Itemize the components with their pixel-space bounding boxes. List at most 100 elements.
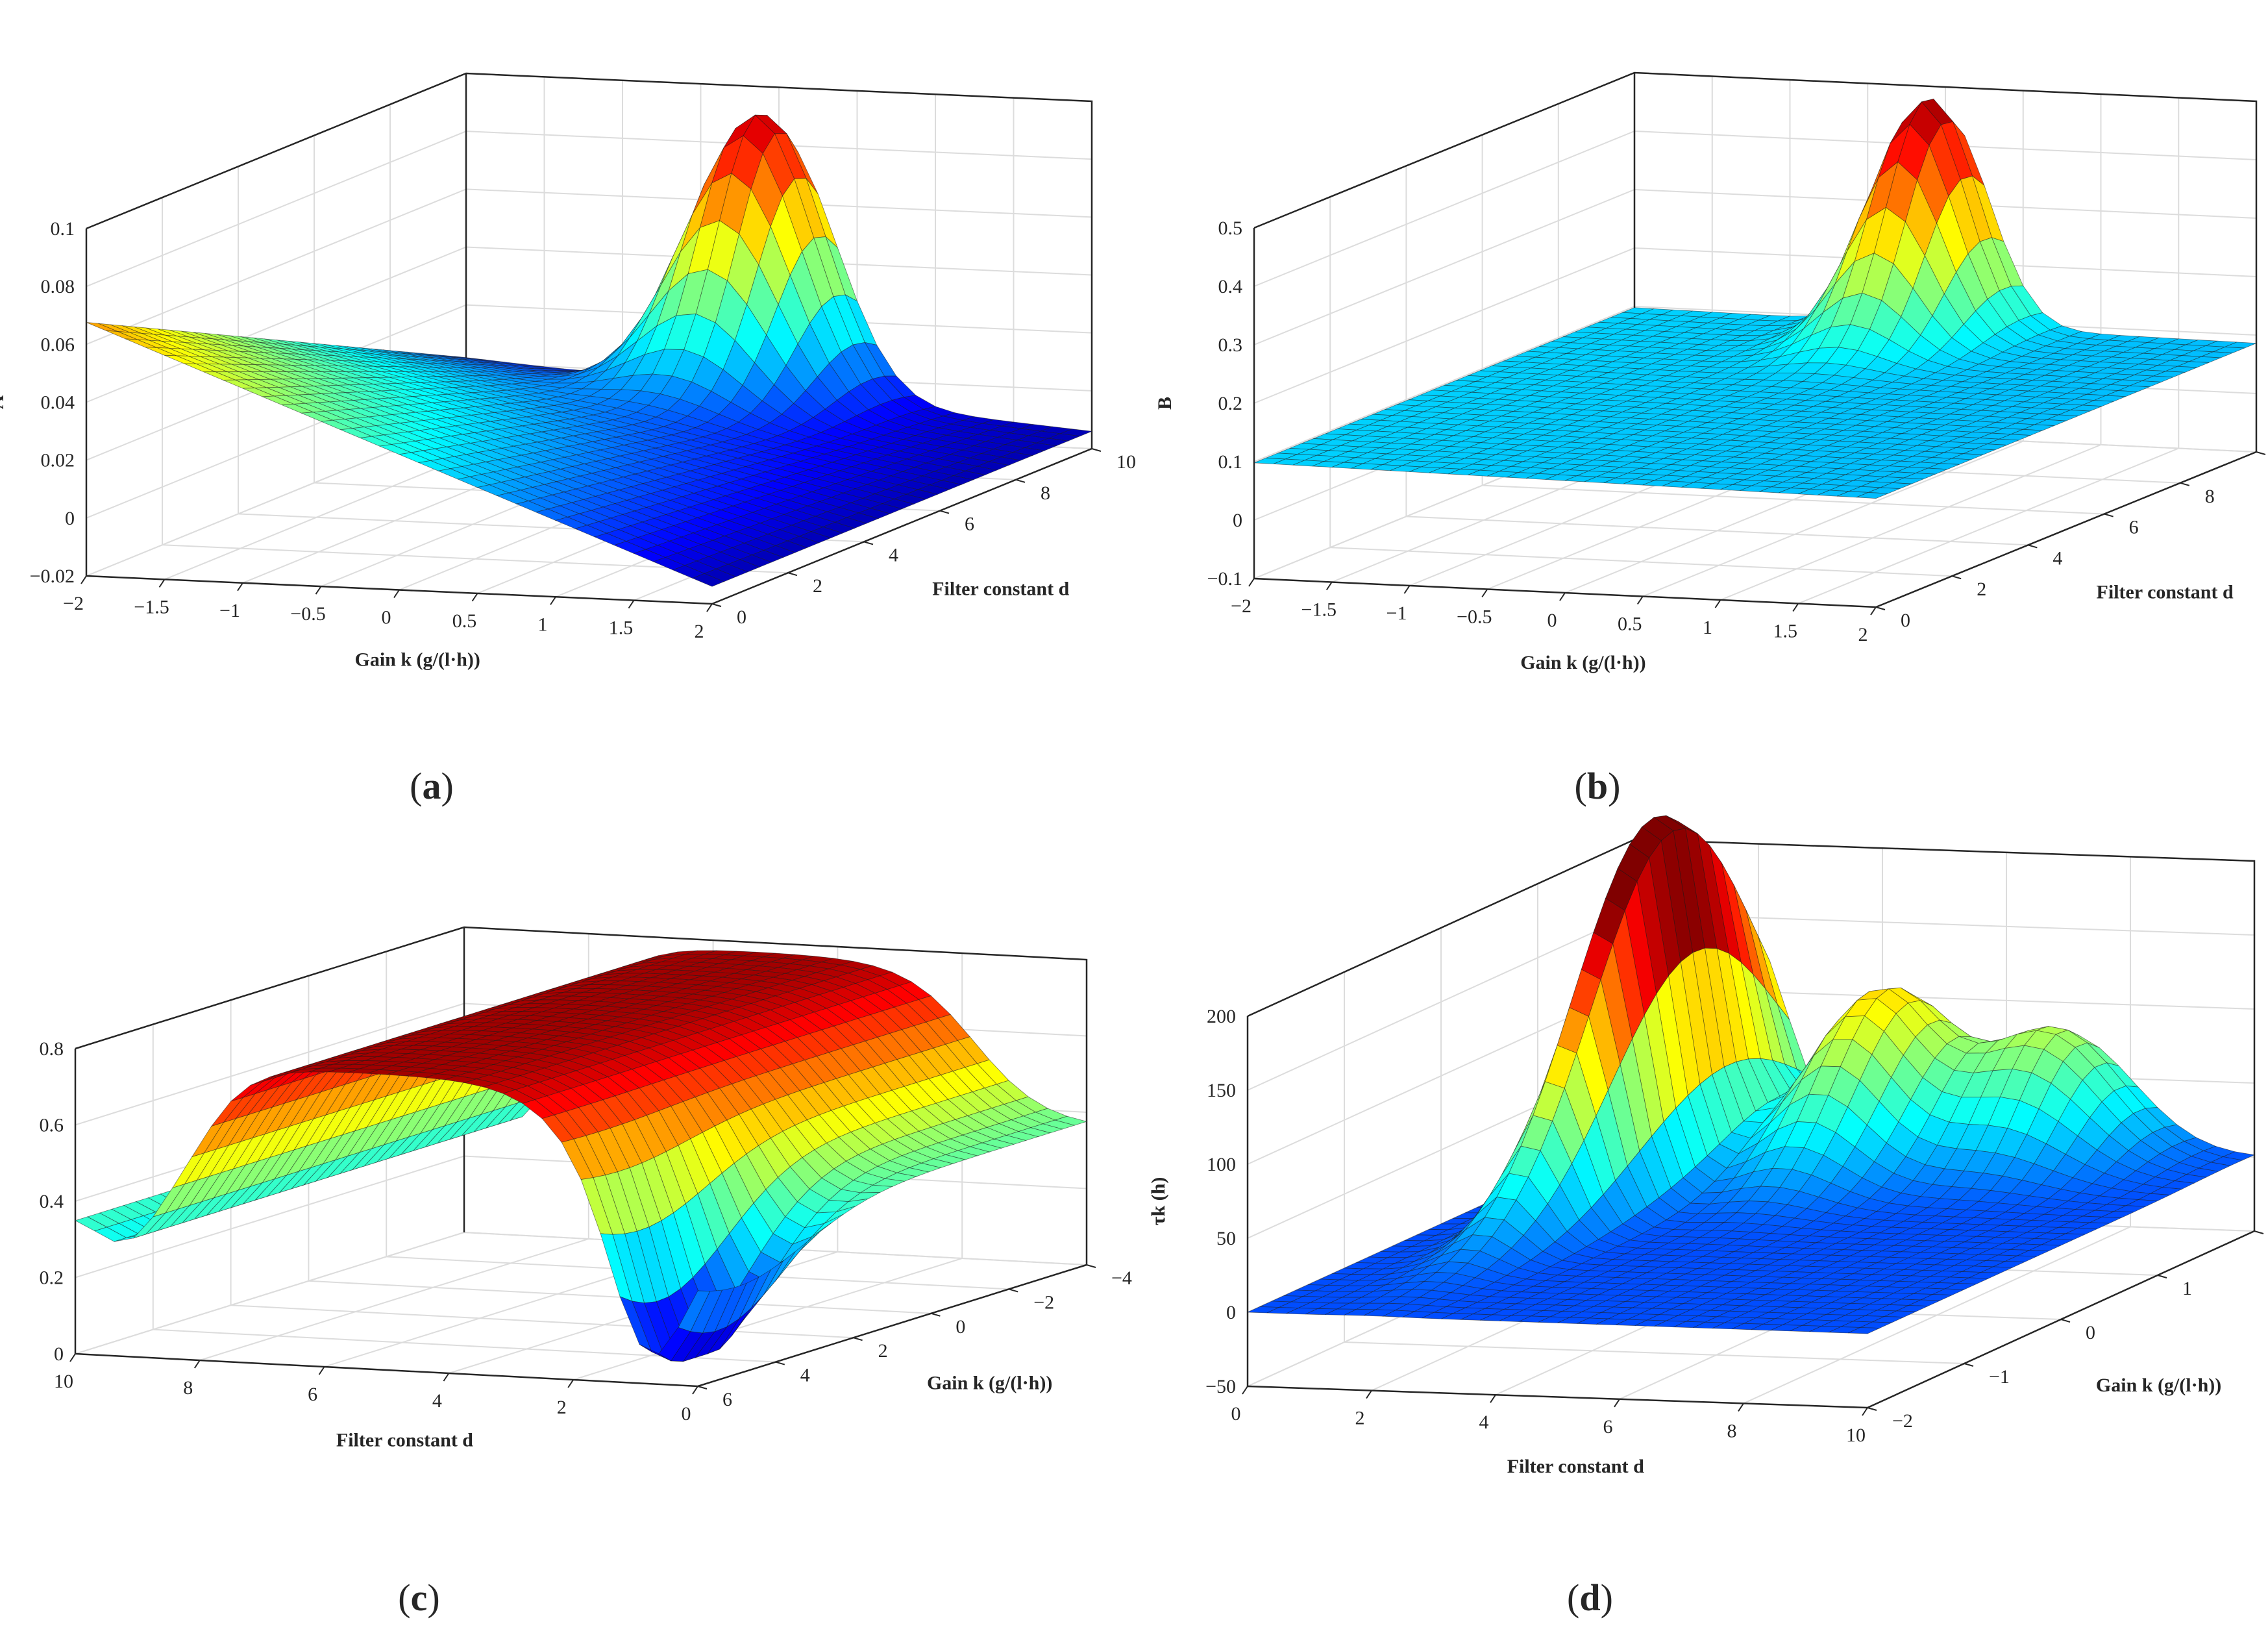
axis-box: [1247, 838, 2256, 1231]
z-axis-label: B: [1154, 397, 1176, 410]
tick-mark: [2104, 513, 2114, 517]
grid-line: [1253, 130, 2257, 287]
z-tick-label: 0.3: [1218, 334, 1243, 356]
y-tick-label: −2: [1892, 1410, 1913, 1432]
tick-mark: [69, 1353, 76, 1362]
tick-mark: [1867, 1407, 1877, 1411]
panel-label: (b): [1575, 765, 1621, 807]
x-tick-label: 2: [557, 1397, 567, 1418]
x-tick-label: 1: [538, 614, 548, 635]
x-tick-label: −2: [63, 593, 84, 614]
axis-box: [86, 72, 1093, 449]
surface-cell: [1856, 492, 1888, 499]
tick-mark: [863, 541, 874, 545]
z-tick-label: 0.2: [1218, 393, 1243, 414]
x-tick-label: 0: [682, 1403, 691, 1425]
x-axis-label: Filter constant d: [1507, 1456, 1644, 1477]
x-tick-label: 1: [1703, 617, 1712, 638]
tick-mark: [1366, 1390, 1372, 1399]
x-tick-label: 2: [1858, 624, 1868, 645]
tick-mark: [471, 593, 478, 602]
x-tick-label: −0.5: [1457, 606, 1492, 628]
tick-mark: [706, 603, 713, 612]
y-tick-label: 10: [1116, 451, 1136, 473]
panel-label: (a): [410, 765, 454, 807]
z-tick-label: 0: [65, 508, 75, 529]
tick-mark: [853, 1337, 863, 1341]
y-tick-label: 6: [722, 1389, 732, 1410]
surface-cell: [691, 573, 725, 587]
tick-mark: [193, 1360, 201, 1369]
tick-mark: [2180, 482, 2190, 486]
panel-a: −0.02 0 0.02 0.04 0.06 0.08 0.1 −2 −1.5 −1 −0.5 0 0.…: [0, 72, 1136, 807]
y-tick-label: 1: [2182, 1278, 2192, 1299]
tick-mark: [1870, 606, 1877, 616]
x-tick-label: 1.5: [609, 617, 634, 639]
tick-mark: [1091, 448, 1102, 452]
x-tick-label: 1.5: [1773, 621, 1798, 642]
tick-mark: [2256, 451, 2266, 455]
x-tick-label: −0.5: [290, 603, 325, 625]
z-tick-label: 0: [54, 1343, 64, 1365]
y-tick-label: 4: [2052, 547, 2062, 569]
y-tick-label: 4: [800, 1365, 810, 1386]
tick-mark: [775, 1361, 785, 1365]
surface-cell: [678, 1290, 711, 1332]
panel-label: (d): [1567, 1577, 1613, 1619]
x-axis-label: Filter constant d: [336, 1430, 473, 1451]
x-tick-label: 6: [1603, 1416, 1613, 1438]
x-tick-label: −1: [1387, 603, 1407, 624]
z-tick-label: 150: [1207, 1080, 1236, 1101]
tick-mark: [2028, 544, 2038, 549]
y-tick-label: 2: [1977, 579, 1986, 600]
z-tick-label: 0: [1233, 510, 1242, 531]
x-tick-label: −2: [1231, 595, 1251, 617]
grid-line: [86, 131, 1092, 288]
y-axis-label: Gain k (g/(l·h)): [2096, 1375, 2221, 1396]
x-tick-label: 10: [1846, 1425, 1866, 1446]
z-tick-label: 0.1: [51, 218, 75, 240]
tick-mark: [1242, 1386, 1248, 1395]
grid-line: [162, 197, 789, 574]
tick-mark: [2254, 1230, 2264, 1234]
x-tick-label: 4: [1479, 1412, 1489, 1433]
x-tick-label: 0: [1231, 1403, 1241, 1425]
x-axis-label: Gain k (g/(l·h)): [355, 649, 480, 671]
y-tick-label: 0: [1901, 610, 1910, 631]
z-tick-label: 0.8: [40, 1038, 64, 1060]
y-tick-label: −4: [1111, 1267, 1132, 1289]
z-tick-label: 0.4: [40, 1191, 64, 1212]
z-tick-label: 0.04: [41, 392, 75, 414]
y-tick-label: 2: [878, 1340, 888, 1362]
x-tick-label: 6: [308, 1384, 317, 1405]
y-tick-label: −2: [1033, 1291, 1054, 1313]
surface-b: [1253, 98, 2257, 499]
tick-mark: [1614, 1399, 1620, 1408]
z-tick-label: 0.08: [41, 276, 75, 297]
grid-line: [1253, 71, 2257, 229]
z-tick-label: 0: [1226, 1302, 1236, 1323]
z-tick-label: 0.1: [1218, 451, 1243, 473]
tick-mark: [1015, 479, 1026, 483]
panel-b: −0.1 0 0.1 0.2 0.3 0.4 0.5 −2 −1.5 −1 −0.5 0 0.5 1 1.5…: [1154, 71, 2266, 807]
axis-box: [1253, 71, 2258, 452]
surface-cell: [1847, 1327, 1880, 1334]
tick-mark: [1559, 592, 1566, 601]
tick-mark: [2060, 1319, 2071, 1323]
y-tick-label: 8: [2205, 486, 2215, 507]
tick-mark: [1008, 1288, 1018, 1293]
tick-mark: [318, 1366, 325, 1375]
tick-mark: [443, 1373, 450, 1382]
z-tick-label: −0.1: [1207, 568, 1242, 590]
tick-mark: [1951, 575, 1962, 580]
x-tick-label: 8: [183, 1377, 193, 1399]
tick-mark: [1964, 1363, 1974, 1367]
grid-line: [1329, 197, 1953, 577]
grid-line: [164, 77, 545, 580]
tick-mark: [628, 600, 635, 609]
y-axis-label: Filter constant d: [932, 578, 1069, 599]
surface-a: [86, 114, 1092, 587]
tick-mark: [1248, 578, 1255, 587]
